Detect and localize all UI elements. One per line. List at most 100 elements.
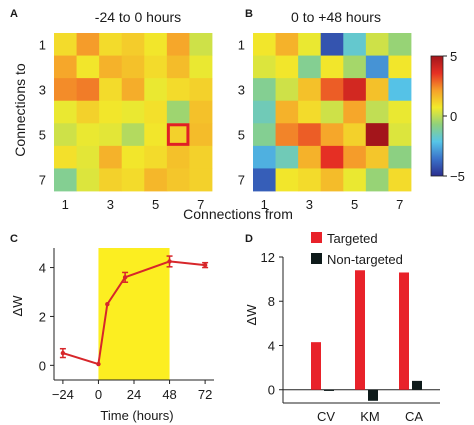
heatmap-cell — [320, 168, 344, 192]
heatmap-cell — [54, 78, 77, 102]
panel-label-c: C — [10, 233, 18, 245]
heatmap-cell — [99, 78, 123, 102]
highlight-box — [166, 123, 190, 146]
heatmap-cell — [388, 100, 412, 124]
heatmap-cell — [189, 78, 213, 102]
heatmap-cell — [144, 33, 168, 56]
x-tick-label: 1 — [261, 197, 268, 212]
heatmap-cell — [121, 123, 145, 147]
heatmap-cell — [99, 100, 123, 124]
heatmap-cell — [320, 55, 344, 79]
y-tick-label: 4 — [39, 261, 46, 276]
data-point — [60, 350, 66, 356]
bar-non-targeted — [368, 389, 378, 401]
heatmap-cell — [343, 55, 367, 79]
heatmap-cell — [298, 168, 322, 192]
heatmap-cell — [388, 168, 412, 192]
bar-non-targeted — [412, 380, 422, 390]
data-point — [202, 262, 208, 268]
heatmap-cell — [189, 55, 213, 79]
heatmap-cell — [275, 55, 299, 79]
heatmap-cell — [298, 78, 322, 102]
heatmap-cell — [298, 145, 322, 169]
heatmap-cell — [253, 168, 276, 192]
heatmap-cell — [343, 168, 367, 192]
legend-label: Non-targeted — [327, 252, 403, 267]
x-tick-label: 3 — [306, 197, 313, 212]
y-tick-label: 3 — [238, 82, 245, 97]
heatmap-cell — [388, 33, 412, 56]
x-tick-label: 48 — [162, 387, 176, 402]
colorbar-tick-label: 5 — [450, 49, 457, 64]
x-tick-label: 3 — [107, 197, 114, 212]
heatmap-cell — [144, 123, 168, 147]
heatmap-b: 1 1 3 3 5 5 7 7 — [238, 33, 412, 212]
y-tick-label: 1 — [238, 37, 245, 52]
heatmap-cell — [189, 145, 213, 169]
heatmap-cell — [320, 145, 344, 169]
heatmap-cell — [99, 33, 123, 56]
heatmap-cell — [189, 123, 213, 147]
bar-targeted — [355, 270, 365, 390]
heatmap-cell — [99, 123, 123, 147]
y-tick-label: 7 — [238, 173, 245, 188]
heatmap-cell — [121, 145, 145, 169]
heatmap-cell — [253, 78, 276, 102]
bar-non-targeted — [324, 389, 334, 391]
heatmap-a-title: -24 to 0 hours — [95, 9, 181, 25]
heatmap-cell — [343, 100, 367, 124]
colorbar-gradient — [430, 55, 444, 177]
heatmap-cell — [76, 33, 100, 56]
x-tick-label: 0 — [95, 387, 102, 402]
heatmap-cell — [298, 55, 322, 79]
y-tick-label: 12 — [261, 250, 275, 265]
heatmap-cell — [388, 78, 412, 102]
heatmap-cell — [298, 100, 322, 124]
y-tick-label: 0 — [39, 358, 46, 373]
heatmap-a: 1 1 3 3 5 5 7 7 — [39, 33, 213, 212]
line-y-axis-label: ΔW — [10, 295, 25, 317]
heatmap-cell — [343, 33, 367, 56]
heatmap-cell — [275, 123, 299, 147]
heatmap-cell — [144, 100, 168, 124]
colorbar-tick-label: 0 — [450, 109, 457, 124]
category-label: CV — [317, 409, 335, 424]
heatmap-cell — [388, 55, 412, 79]
bar-targeted — [399, 272, 409, 390]
heatmap-cell — [365, 168, 389, 192]
heatmap-cell — [343, 78, 367, 102]
heatmap-cell — [189, 100, 213, 124]
heatmap-cell — [320, 123, 344, 147]
heatmap-cell — [189, 168, 213, 192]
y-tick-label: 5 — [39, 128, 46, 143]
x-tick-label: 5 — [351, 197, 358, 212]
heatmap-cell — [166, 78, 190, 102]
heatmap-cell — [121, 55, 145, 79]
heatmap-cell — [365, 33, 389, 56]
heatmap-cell — [388, 145, 412, 169]
heatmap-cell — [121, 33, 145, 56]
legend-swatch — [311, 253, 322, 264]
heatmap-cell — [144, 145, 168, 169]
y-tick-label: 4 — [268, 338, 275, 353]
heatmap-cell — [54, 55, 77, 79]
heatmap-cell — [144, 168, 168, 192]
heatmap-cell — [99, 168, 123, 192]
heatmap-cell — [253, 33, 276, 56]
heatmap-cell — [320, 33, 344, 56]
heatmap-cell — [76, 123, 100, 147]
heatmap-cell — [54, 123, 77, 147]
heatmap-cell — [388, 123, 412, 147]
heatmap-cell — [253, 55, 276, 79]
heatmap-cell — [365, 55, 389, 79]
y-tick-label: 0 — [268, 383, 275, 398]
data-point — [167, 259, 172, 264]
legend-label: Targeted — [327, 231, 378, 246]
colorbar-tick-label: −5 — [450, 169, 465, 184]
highlight-box — [365, 123, 389, 146]
bar-y-axis-label: ΔW — [244, 304, 259, 326]
heatmap-cell — [275, 100, 299, 124]
heatmap-cell — [166, 168, 190, 192]
data-line — [62, 260, 206, 366]
